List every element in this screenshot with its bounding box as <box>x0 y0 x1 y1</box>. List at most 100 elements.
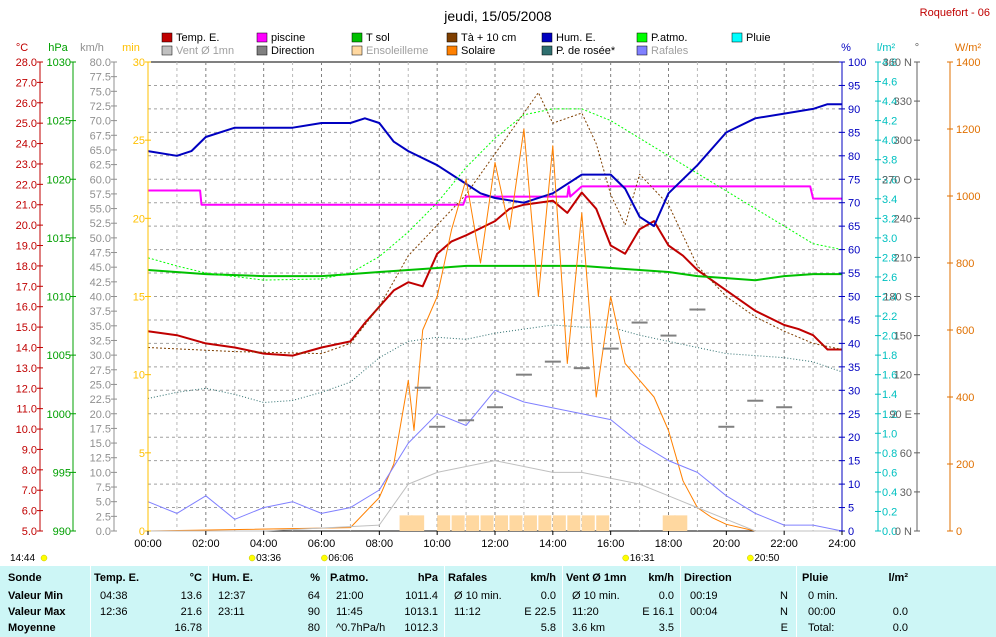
table-cell-value: E 16.1 <box>642 606 674 618</box>
axes: 5.0 6.0 7.0 8.0 9.0 10.0 11.0 12.0 13.0 14.0 15.0 1… <box>16 42 982 550</box>
rain-axis-label: 2.4 <box>882 292 897 304</box>
wind-axis-label: 65.0 <box>90 145 111 157</box>
series-direction-point <box>515 373 532 376</box>
wind-axis-label: 20.0 <box>90 409 111 421</box>
time-label: 18:00 <box>655 538 683 550</box>
table-divider <box>326 566 327 637</box>
rain-axis-label: 0.0 <box>882 526 897 538</box>
time-label: 16:00 <box>597 538 625 550</box>
humidity-axis-label: 60 <box>848 245 860 257</box>
legend-label: Vent Ø 1mn <box>176 45 234 57</box>
table-cell-time: 11:12 <box>454 606 481 618</box>
time-label: 10:00 <box>423 538 451 550</box>
table-divider <box>562 566 563 637</box>
legend-swatch <box>351 32 363 43</box>
time-label: 08:00 <box>366 538 394 550</box>
table-cell-value: 16.78 <box>174 622 202 634</box>
series-ensoleilleme-bar <box>495 515 509 531</box>
table-cell-value: 0.0 <box>892 622 908 634</box>
table-row-label: Moyenne <box>8 622 56 634</box>
legend-label: Ensoleilleme <box>366 45 428 57</box>
wind-axis-label: 67.5 <box>90 130 111 142</box>
rain-axis-label: 4.6 <box>882 77 897 89</box>
solar-axis-label: 400 <box>956 392 974 404</box>
summary-table: Sonde Temp. E. °C Hum. E.% P.atmo. hPa Rafales… <box>0 566 996 637</box>
pressure-axis-label: 1015 <box>47 233 71 245</box>
wind-axis-label: 22.5 <box>90 394 111 406</box>
humidity-axis-label: 55 <box>848 268 860 280</box>
table-cell-time: 0 min. <box>808 590 838 602</box>
legend-label: Pluie <box>746 32 770 44</box>
marker-label: 03:36 <box>256 553 281 564</box>
chart-title: jeudi, 15/05/2008 <box>443 8 552 24</box>
rain-axis-unit: l/m² <box>877 42 896 54</box>
series-ensoleilleme-bar <box>399 515 413 531</box>
wind-axis-label: 30.0 <box>90 350 111 362</box>
table-cell-value: 0.0 <box>892 606 908 618</box>
series-direction-point <box>689 308 706 311</box>
rain-axis-label: 0.6 <box>882 467 897 479</box>
table-cell-value: N <box>780 606 788 618</box>
marker-label: 14:44 <box>10 553 35 564</box>
rain-axis-label: 2.6 <box>882 272 897 284</box>
time-label: 20:00 <box>713 538 741 550</box>
legend-label: T sol <box>366 32 390 44</box>
table-cell-time: Total: <box>808 622 835 634</box>
table-cell-value: E <box>780 622 788 634</box>
direction-axis-unit: ° <box>915 42 919 54</box>
table-divider <box>444 566 445 637</box>
table-header: P.atmo. <box>330 572 369 584</box>
series-piscine-line <box>148 185 842 206</box>
wind-axis-label: 55.0 <box>90 204 111 216</box>
humidity-axis-label: 85 <box>848 127 860 139</box>
series-ensoleilleme-bar <box>662 515 676 531</box>
pressure-axis-label: 990 <box>53 526 71 538</box>
series-direction-point <box>747 399 764 402</box>
wind-axis-label: 37.5 <box>90 306 111 318</box>
sunshine-bars <box>399 515 688 531</box>
pressure-axis-label: 1030 <box>47 57 71 69</box>
table-cell-time: 00:04 <box>690 606 718 618</box>
series-p-de-ros-e-line <box>147 324 843 403</box>
table-header-unit: °C <box>189 572 202 584</box>
series-ensoleilleme-bar <box>552 515 566 531</box>
table-divider <box>208 566 209 637</box>
table-cell-value: E 22.5 <box>524 606 556 618</box>
series-direction-point <box>631 321 648 324</box>
legend: Temp. E. piscine T sol Tà + 10 cm Hum. E. P.a… <box>161 32 770 57</box>
legend-swatch <box>541 32 553 43</box>
rain-axis-label: 4.8 <box>882 57 897 69</box>
legend-swatch <box>256 32 268 43</box>
wind-axis-label: 45.0 <box>90 262 111 274</box>
table-row-label: Valeur Max <box>8 606 66 618</box>
time-label: 02:00 <box>192 538 220 550</box>
table-cell-value: 3.5 <box>658 622 674 634</box>
temp-axis-label: 16.0 <box>16 302 37 314</box>
legend-label: P. de rosée* <box>556 45 616 57</box>
station-name: Roquefort - 06 <box>920 7 990 19</box>
temp-axis-label: 20.0 <box>16 220 37 232</box>
rain-axis-label: 1.0 <box>882 428 897 440</box>
humidity-axis-label: 20 <box>848 432 860 444</box>
marker-dot <box>747 554 754 562</box>
minutes-axis-label: 10 <box>133 370 145 382</box>
table-header-unit: l/m² <box>888 572 908 584</box>
series-direction-point <box>487 406 503 409</box>
rain-axis-label: 2.0 <box>882 331 897 343</box>
wind-axis-label: 12.5 <box>90 453 111 465</box>
wind-axis-label: 57.5 <box>90 189 111 201</box>
rain-axis-label: 0.4 <box>882 487 897 499</box>
humidity-axis-label: 45 <box>848 315 860 327</box>
wind-axis-label: 52.5 <box>90 218 111 230</box>
legend-label: Temp. E. <box>176 32 219 44</box>
wind-axis-unit: km/h <box>80 42 104 54</box>
temp-axis-label: 19.0 <box>16 241 37 253</box>
solar-axis-label: 1000 <box>956 191 980 203</box>
rain-axis-label: 1.2 <box>882 409 897 421</box>
table-cell-time: 12:37 <box>218 590 246 602</box>
humidity-axis-label: 40 <box>848 338 860 350</box>
series-ensoleilleme-bar <box>674 515 688 531</box>
rain-axis-label: 3.0 <box>882 233 897 245</box>
direction-axis-label: 240 <box>894 213 912 225</box>
